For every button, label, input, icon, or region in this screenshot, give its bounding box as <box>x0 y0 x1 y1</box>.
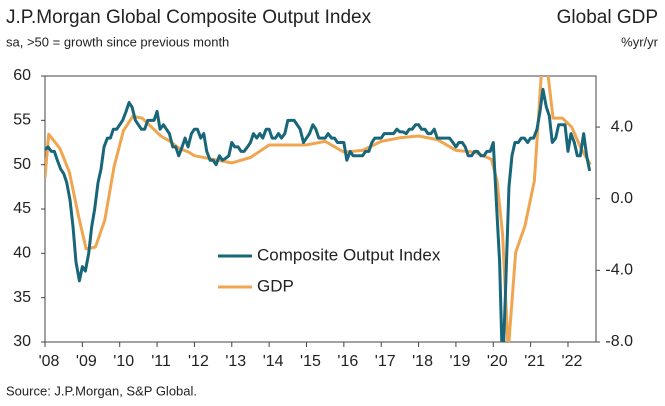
x-tick-label: '18 <box>412 353 433 370</box>
series-line <box>45 76 592 342</box>
y-tick-label: 50 <box>13 156 31 173</box>
x-tick-label: '12 <box>188 353 209 370</box>
x-tick-label: '20 <box>487 353 508 370</box>
x-tick-label: '09 <box>76 353 97 370</box>
y2-subtitle: %yr/yr <box>621 34 659 49</box>
y2-tick-label: -8.0 <box>605 333 633 350</box>
x-tick-label: '13 <box>225 353 246 370</box>
series-line <box>45 87 592 342</box>
y2-tick-label: -4.0 <box>605 262 633 279</box>
x-tick-label: '17 <box>375 353 396 370</box>
y-tick-label: 55 <box>13 112 31 129</box>
source: Source: J.P.Morgan, S&P Global. <box>6 383 197 398</box>
x-tick-label: '10 <box>113 353 134 370</box>
x-tick-label: '14 <box>263 353 284 370</box>
legend-label: GDP <box>257 276 294 295</box>
y2-title: Global GDP <box>557 7 658 28</box>
y-tick-label: 60 <box>13 67 31 84</box>
y2-tick-label: 0.0 <box>611 190 633 207</box>
x-tick-label: '15 <box>300 353 321 370</box>
x-tick-label: '21 <box>524 353 545 370</box>
x-tick-label: '11 <box>151 353 171 370</box>
y-tick-label: 30 <box>13 333 31 350</box>
chart-subtitle: sa, >50 = growth since previous month <box>6 34 229 49</box>
y-tick-label: 35 <box>13 289 31 306</box>
y-tick-label: 45 <box>13 200 31 217</box>
y-tick-label: 40 <box>13 245 31 262</box>
x-tick-label: '19 <box>449 353 470 370</box>
plot-area <box>45 76 592 342</box>
chart-title: J.P.Morgan Global Composite Output Index <box>6 7 372 28</box>
x-tick-label: '08 <box>39 353 60 370</box>
y2-tick-label: 4.0 <box>611 118 633 135</box>
x-tick-label: '22 <box>562 353 583 370</box>
x-tick-label: '16 <box>337 353 358 370</box>
legend-label: Composite Output Index <box>257 245 441 264</box>
